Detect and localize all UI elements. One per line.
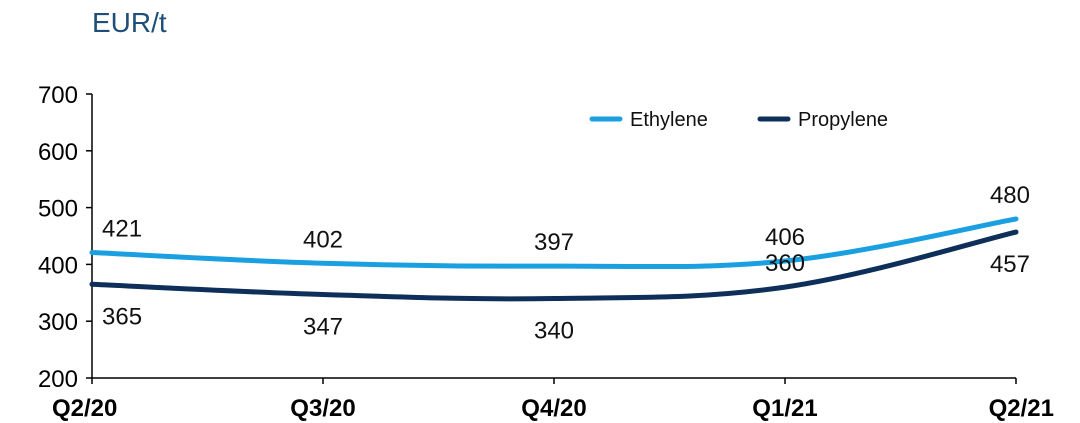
data-label-ethylene: 421	[102, 215, 142, 242]
data-label-propylene: 340	[534, 317, 574, 344]
series-line-ethylene	[89, 216, 1019, 270]
x-tick-label: Q2/21	[989, 395, 1054, 422]
y-tick-label: 700	[38, 82, 78, 109]
data-label-ethylene: 480	[990, 182, 1030, 209]
data-label-ethylene: 406	[765, 224, 805, 251]
legend: Ethylene Propylene	[589, 109, 888, 131]
y-tick-label: 300	[38, 309, 78, 336]
data-label-ethylene: 397	[534, 229, 574, 256]
x-tick-label: Q1/21	[752, 395, 817, 422]
legend-label-ethylene: Ethylene	[630, 109, 708, 131]
x-tick-label: Q2/20	[52, 395, 117, 422]
series-line-propylene	[89, 229, 1019, 302]
y-tick-label: 500	[38, 196, 78, 223]
x-tick-labels: Q2/20 Q3/20 Q4/20 Q1/21 Q2/21	[52, 395, 1054, 422]
series-lines	[89, 216, 1019, 302]
unit-label: EUR/t	[92, 7, 167, 38]
data-label-propylene: 347	[303, 314, 343, 341]
x-tick-label: Q4/20	[521, 395, 586, 422]
y-tick-label: 600	[38, 139, 78, 166]
data-label-propylene: 360	[765, 250, 805, 277]
y-tick-label: 200	[38, 366, 78, 393]
data-labels: 421 402 397 406 480 365 347 340 360 457	[102, 182, 1030, 345]
y-tick-labels: 200 300 400 500 600 700	[38, 82, 78, 393]
data-label-propylene: 457	[990, 251, 1030, 278]
y-tick-label: 400	[38, 252, 78, 279]
axes	[86, 93, 1017, 384]
x-tick-label: Q3/20	[290, 395, 355, 422]
data-label-propylene: 365	[102, 303, 142, 330]
data-label-ethylene: 402	[303, 226, 343, 253]
legend-label-propylene: Propylene	[798, 109, 888, 131]
